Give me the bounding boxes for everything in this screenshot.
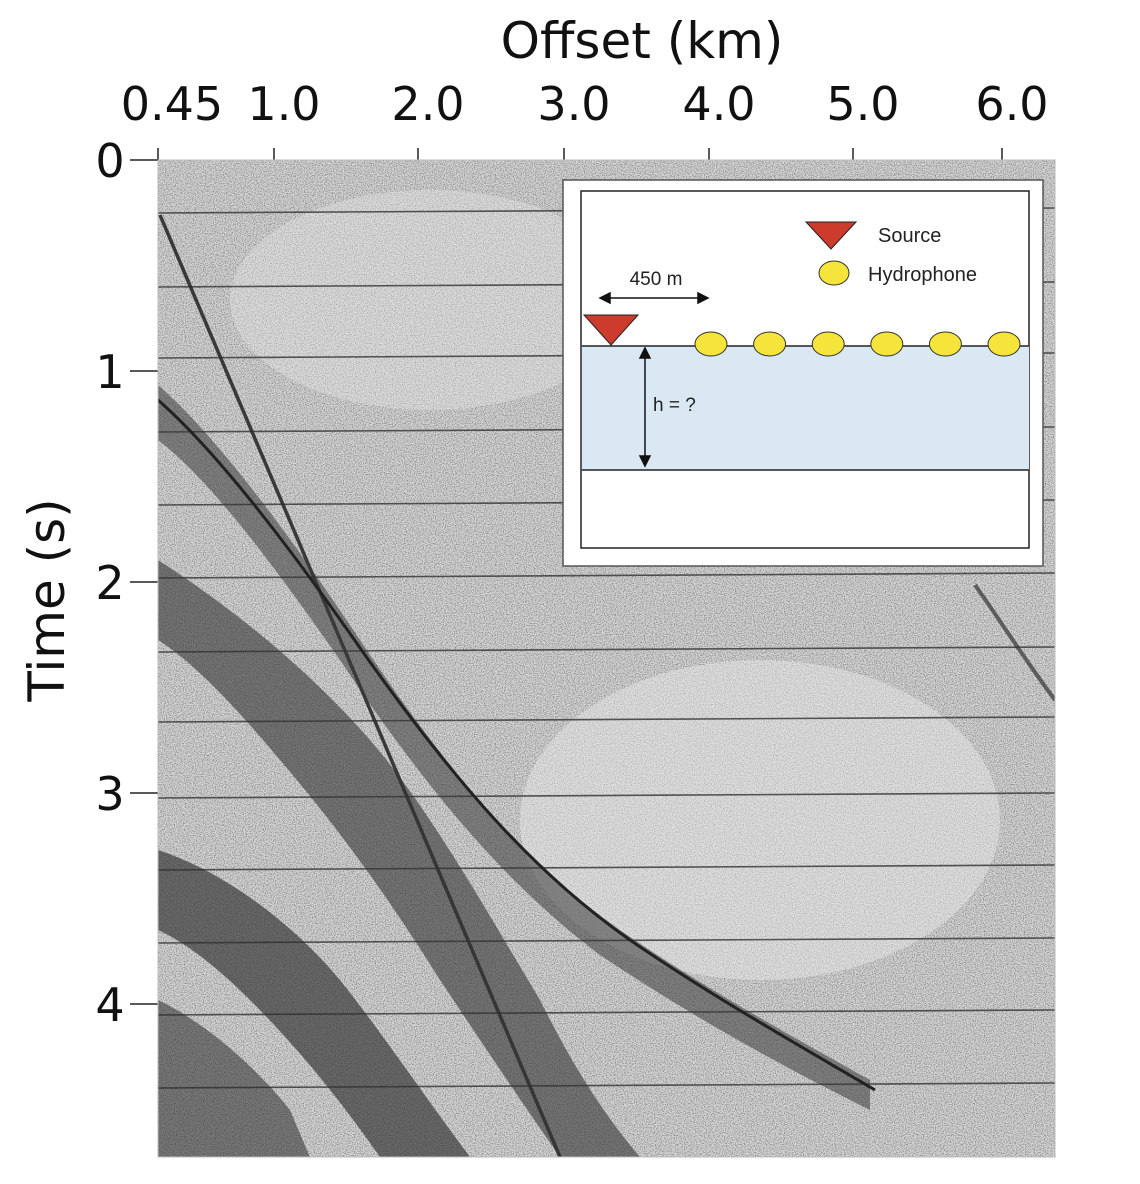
hydrophone-symbol [753, 331, 787, 357]
source-legend-icon [804, 221, 858, 250]
hydrophone-legend-icon [818, 260, 850, 286]
hydrophone-symbol [811, 331, 845, 357]
x-tick-label: 5.0 [826, 77, 899, 131]
hydrophone-legend-label: Hydrophone [868, 264, 977, 286]
record-light-patch [230, 190, 630, 410]
x-tick-label: 3.0 [537, 77, 610, 131]
source-symbol [582, 314, 640, 346]
x-tick-label: 2.0 [391, 77, 464, 131]
source-legend-label: Source [878, 225, 941, 247]
y-tick-label: 4 [95, 978, 124, 1032]
offset-label: 450 m [630, 269, 683, 290]
y-tick-label: 2 [95, 556, 124, 610]
hydrophone-array [694, 331, 1021, 357]
acquisition-inset: Source Hydrophone 450 m h = ? [562, 179, 1044, 567]
offset-arrow [598, 291, 710, 305]
x-tick-label: 4.0 [682, 77, 755, 131]
water-bottom-wavelet [158, 398, 876, 1092]
x-tick-label: 6.0 [975, 77, 1048, 131]
x-axis-title: Offset (km) [501, 12, 784, 70]
record-light-patch [520, 660, 1000, 980]
depth-arrow [638, 346, 652, 468]
hydrophone-symbol [870, 331, 904, 357]
multiple-band-2 [158, 850, 470, 1157]
hydrophone-symbol [928, 331, 962, 357]
y-tick-label: 0 [95, 134, 124, 188]
depth-label: h = ? [653, 395, 696, 416]
hydrophone-symbol [694, 331, 728, 357]
water-layer [582, 346, 1029, 470]
multiple-band-1 [158, 560, 640, 1157]
record-border [157, 159, 1056, 1158]
y-tick-label: 1 [95, 345, 124, 399]
multiple-band-3 [158, 1000, 310, 1157]
x-tick-label: 0.45 [121, 77, 223, 131]
hydrophone-symbol [987, 331, 1021, 357]
y-axis-title: Time (s) [18, 498, 76, 702]
far-offset-event [973, 583, 1055, 702]
y-axis-ticks: 0 1 2 3 4 [95, 134, 158, 1032]
y-tick-label: 3 [95, 767, 124, 821]
x-axis-ticks: 0.45 1.0 2.0 3.0 4.0 5.0 6.0 [121, 77, 1049, 160]
x-tick-label: 1.0 [247, 77, 320, 131]
